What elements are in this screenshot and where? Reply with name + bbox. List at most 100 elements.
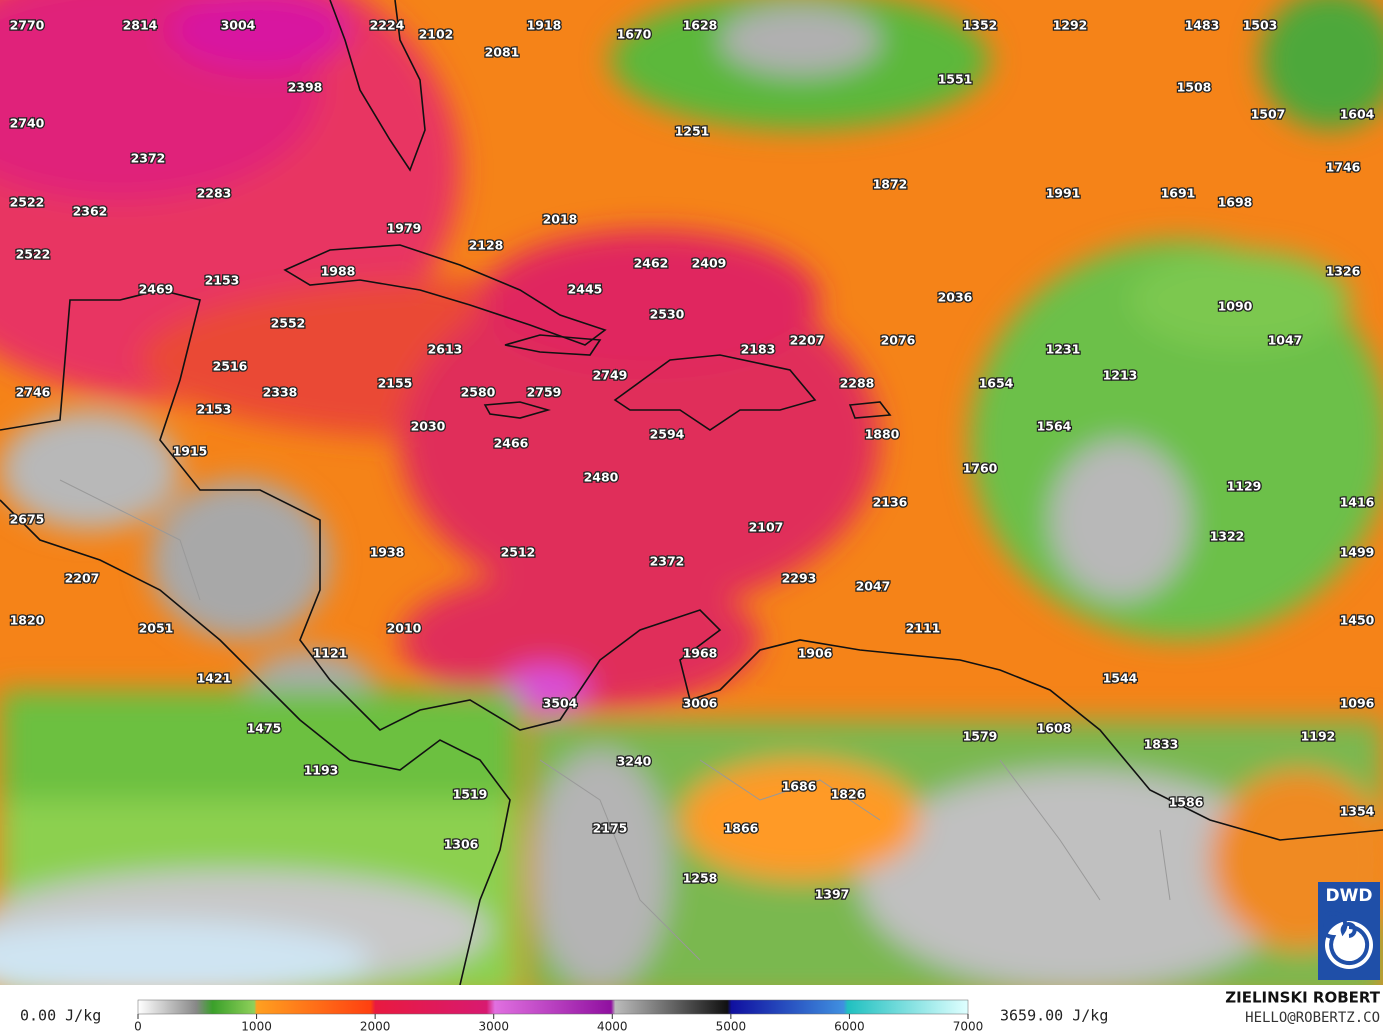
legend-min-label: 0.00 J/kg [20,1007,101,1025]
cape-value-label: 1564 [1037,419,1072,434]
cape-value-label: 2030 [411,419,446,434]
cape-value-label: 2445 [568,282,603,297]
cape-value-label: 2283 [197,186,232,201]
cape-value-label: 2749 [593,368,628,383]
cape-value-label: 1608 [1037,721,1072,736]
cape-value-label: 2153 [205,273,240,288]
map-background: DWD [0,0,1383,985]
cape-value-label: 1988 [321,264,356,279]
cape-value-label: 2128 [469,238,504,253]
cape-value-label: 2613 [428,342,463,357]
cape-value-label: 1483 [1185,18,1220,33]
cape-value-label: 1551 [938,72,973,87]
logo-text: DWD [1326,886,1373,906]
cape-value-label: 2480 [584,470,619,485]
cape-value-label: 1213 [1103,368,1138,383]
cape-value-label: 1450 [1340,613,1375,628]
cape-value-label: 1251 [675,124,710,139]
colorbar-tick-label: 1000 [241,1020,272,1034]
cape-value-label: 2207 [65,571,100,586]
cape-value-label: 1231 [1046,342,1081,357]
cape-value-label: 2081 [485,45,520,60]
cape-value-label: 1326 [1326,264,1361,279]
cape-value-label: 2175 [593,821,628,836]
cape-value-label: 2107 [749,520,784,535]
cape-value-label: 1880 [865,427,900,442]
cape-value-label: 2102 [419,27,454,42]
cape-value-label: 1354 [1340,804,1375,819]
cape-value-label: 1820 [10,613,45,628]
cape-value-label: 2512 [501,545,536,560]
cape-value-label: 2224 [370,18,405,33]
cape-value-label: 1322 [1210,529,1245,544]
cape-value-label: 2759 [527,385,562,400]
cape-value-label: 1866 [724,821,759,836]
cape-value-label: 2047 [856,579,891,594]
cape-value-label: 3004 [221,18,256,33]
bottom-bar: 0.00 J/kg 0 1000 2000 3000 4000 5000 6000 7000 … [0,985,1383,1035]
cape-value-label: 1826 [831,787,866,802]
cape-value-label: 2362 [73,204,108,219]
cape-value-label: 2398 [288,80,323,95]
cape-value-label: 2372 [650,554,685,569]
cape-value-label: 2594 [650,427,685,442]
cape-value-label: 2010 [387,621,422,636]
colorbar-tick-label: 0 [134,1020,142,1034]
cape-value-label: 1915 [173,444,208,459]
cape-value-label: 1686 [782,779,817,794]
cape-value-label: 2675 [10,512,45,527]
cape-value-label: 2462 [634,256,669,271]
cape-value-label: 1628 [683,18,718,33]
cape-value-label: 2153 [197,402,232,417]
cape-value-label: 1121 [313,646,348,661]
cape-value-label: 2036 [938,290,973,305]
cape-value-label: 3240 [617,754,652,769]
cape-value-label: 1292 [1053,18,1088,33]
colorbar-tick-label: 7000 [953,1020,984,1034]
cape-value-label: 1475 [247,721,282,736]
cape-value-label: 2580 [461,385,496,400]
cape-value-label: 1691 [1161,186,1196,201]
cape-value-label: 1193 [304,763,339,778]
cape-value-label: 1306 [444,837,479,852]
author: ZIELINSKI ROBERT [1225,989,1380,1007]
cape-value-label: 1090 [1218,299,1253,314]
cape-value-label: 1968 [683,646,718,661]
cape-value-label: 2207 [790,333,825,348]
cape-value-label: 2338 [263,385,298,400]
cape-value-label: 1503 [1243,18,1278,33]
cape-value-label: 3504 [543,696,578,711]
cape-value-label: 1938 [370,545,405,560]
cape-value-label: 1586 [1169,795,1204,810]
cape-value-label: 2740 [10,116,45,131]
cape-value-label: 1192 [1301,729,1336,744]
cape-value-label: 1507 [1251,107,1286,122]
cape-value-label: 2530 [650,307,685,322]
cape-value-label: 1508 [1177,80,1212,95]
cape-value-label: 1918 [527,18,562,33]
cape-value-label: 1047 [1268,333,1303,348]
cape-value-label: 1979 [387,221,422,236]
cape-value-label: 1604 [1340,107,1375,122]
legend-max-label: 3659.00 J/kg [1000,1007,1108,1025]
cape-value-label: 1906 [798,646,833,661]
cape-value-label: 1654 [979,376,1014,391]
cape-value-label: 1746 [1326,160,1361,175]
cape-value-label: 2516 [213,359,248,374]
cape-value-label: 2136 [873,495,908,510]
colorbar [137,999,969,1015]
cape-value-label: 2076 [881,333,916,348]
cape-value-label: 2409 [692,256,727,271]
colorbar-tick-label: 6000 [834,1020,865,1034]
cape-value-label: 1258 [683,871,718,886]
cape-value-label: 1397 [815,887,850,902]
cape-value-label: 1670 [617,27,652,42]
cape-value-label: 2814 [123,18,158,33]
cape-value-label: 1760 [963,461,998,476]
colorbar-tick-label: 5000 [716,1020,747,1034]
cape-value-label: 2288 [840,376,875,391]
cape-value-label: 2770 [10,18,45,33]
cape-value-label: 2372 [131,151,166,166]
contact: HELLO@ROBERTZ.CO [1245,1010,1380,1026]
